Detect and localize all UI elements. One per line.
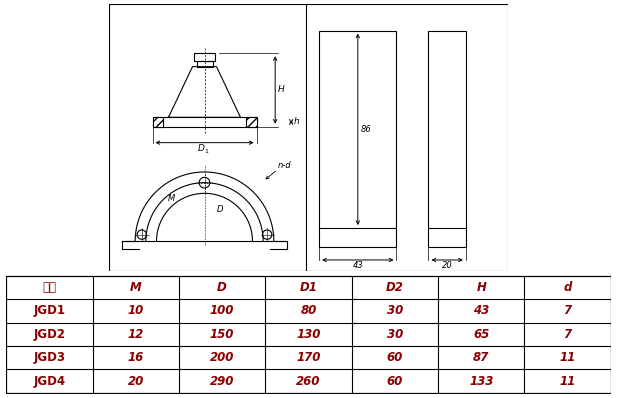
Bar [152,117,163,127]
Bar [246,117,257,127]
Text: D1: D1 [300,281,317,294]
Text: 30: 30 [387,304,403,318]
Text: 16: 16 [128,351,144,364]
Text: 200: 200 [210,351,234,364]
Text: D: D [198,144,205,153]
Text: 170: 170 [296,351,321,364]
Text: 11: 11 [560,375,576,388]
Text: 7: 7 [563,328,572,341]
Text: d: d [563,281,572,294]
Bar [194,53,215,61]
Text: h: h [294,117,300,127]
Text: 43: 43 [473,304,489,318]
Text: 20: 20 [128,375,144,388]
Bar [428,31,466,247]
Text: 65: 65 [473,328,489,341]
Text: H: H [476,281,486,294]
Text: 11: 11 [560,351,576,364]
Text: 130: 130 [296,328,321,341]
Bar [319,31,397,247]
Text: 43: 43 [352,261,363,270]
Text: n-d: n-d [278,161,291,170]
Text: 1: 1 [204,148,209,154]
Text: M: M [130,281,142,294]
Text: 260: 260 [296,375,321,388]
Text: 150: 150 [210,328,234,341]
Text: 60: 60 [387,375,403,388]
Text: 100: 100 [210,304,234,318]
Text: 60: 60 [387,351,403,364]
Text: 133: 133 [469,375,494,388]
Text: H: H [278,86,284,94]
Bar [196,61,212,66]
Text: 7: 7 [563,304,572,318]
Text: 86: 86 [360,125,371,134]
Text: JGD1: JGD1 [33,304,65,318]
Text: D2: D2 [386,281,404,294]
Text: 12: 12 [128,328,144,341]
Text: 30: 30 [387,328,403,341]
Text: 290: 290 [210,375,234,388]
Text: JGD2: JGD2 [33,328,65,341]
Text: 型号: 型号 [43,281,56,294]
Text: D: D [217,205,224,214]
Text: M: M [168,194,175,203]
Bar [152,117,257,127]
Text: 20: 20 [442,261,453,270]
Text: 80: 80 [300,304,317,318]
Text: D: D [217,281,227,294]
Text: JGD4: JGD4 [33,375,65,388]
Text: 87: 87 [473,351,489,364]
Text: 10: 10 [128,304,144,318]
Text: JGD3: JGD3 [33,351,65,364]
